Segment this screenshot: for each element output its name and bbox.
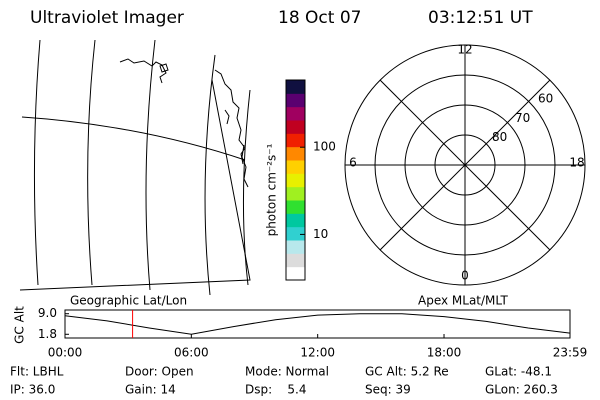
- altitude-line: [64, 313, 571, 335]
- color-band: [286, 93, 305, 108]
- colorbar-tick-label: 100: [313, 140, 336, 154]
- lat-label: 70: [515, 111, 530, 125]
- color-band: [286, 253, 305, 268]
- colorbar: 10 100: [285, 79, 336, 281]
- meridian: [242, 89, 251, 286]
- x-tick-label: 00:00: [48, 346, 83, 360]
- color-band: [286, 240, 305, 254]
- color-band: [286, 160, 305, 174]
- x-tick-label: 12:00: [300, 346, 335, 360]
- status-field: Gain: 14: [125, 383, 176, 397]
- meridian: [204, 54, 216, 296]
- parallel: [21, 116, 246, 161]
- color-band: [286, 146, 305, 161]
- x-tick-label: 23:59: [553, 346, 588, 360]
- y-tick-label: 9.0: [38, 306, 57, 320]
- color-band: [286, 200, 305, 214]
- status-field: Flt: LBHL: [10, 365, 64, 379]
- mlt-label: 6: [349, 156, 357, 170]
- color-band: [286, 173, 305, 188]
- color-band: [286, 80, 305, 94]
- mlt-label: 18: [569, 156, 584, 170]
- y-axis-label: GC Alt: [13, 306, 27, 344]
- mlt-label: 12: [457, 43, 472, 57]
- colorbar-frame: [285, 79, 306, 281]
- coastline: [119, 58, 249, 188]
- map-edge: [19, 79, 251, 291]
- status-field: GLon: 260.3: [485, 383, 558, 397]
- color-band: [286, 120, 305, 134]
- left-label: Geographic Lat/Lon: [70, 294, 187, 308]
- right-label: Apex MLat/MLT: [418, 294, 508, 308]
- y-tick-label: 1.8: [38, 327, 57, 341]
- colorbar-tick-label: 10: [313, 227, 328, 241]
- mlt-label: 0: [461, 269, 469, 283]
- color-band: [286, 133, 305, 148]
- x-tick-label: 06:00: [174, 346, 209, 360]
- colorbar-label: photon cm⁻²s⁻¹: [265, 143, 279, 236]
- status-field: GC Alt: 5.2 Re: [365, 365, 449, 379]
- status-field: Mode: Normal: [245, 365, 329, 379]
- meridian: [87, 39, 96, 286]
- status-field: Door: Open: [125, 365, 194, 379]
- color-band: [286, 226, 305, 241]
- lat-label: 80: [492, 130, 507, 144]
- color-band: [286, 106, 305, 121]
- lat-ring: [404, 104, 526, 226]
- meridian: [33, 39, 41, 286]
- footer: Flt: LBHL Door: Open Mode: Normal GC Alt: 5…: [10, 365, 558, 397]
- lat-label: 60: [538, 92, 553, 106]
- polar-plot: 80 70 60 12 6 18 0: [344, 43, 586, 286]
- time: 03:12:51 UT: [428, 8, 533, 28]
- color-band: [286, 213, 305, 228]
- status-field: Dsp: 5.4: [245, 383, 307, 397]
- lat-ring: [374, 74, 556, 256]
- x-tick-label: 18:00: [427, 346, 462, 360]
- meridian: [145, 39, 156, 291]
- title: Ultraviolet Imager: [30, 8, 184, 28]
- map: [19, 39, 251, 296]
- date: 18 Oct 07: [278, 8, 361, 28]
- lat-ring: [434, 134, 496, 196]
- color-band: [286, 186, 305, 201]
- status-field: IP: 36.0: [10, 383, 55, 397]
- status-field: GLat: -48.1: [485, 365, 552, 379]
- status-field: Seq: 39: [365, 383, 411, 397]
- color-band: [286, 266, 305, 281]
